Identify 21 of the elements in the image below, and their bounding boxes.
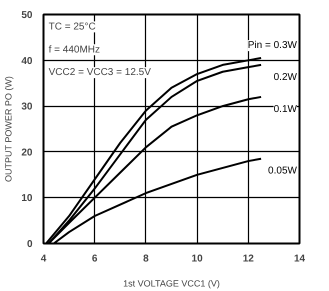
x-tick-label: 4 bbox=[40, 254, 47, 264]
y-tick-label: 10 bbox=[21, 193, 33, 204]
y-tick-label: 50 bbox=[21, 10, 33, 21]
annotation: f = 440MHz bbox=[48, 44, 100, 56]
y-axis-title: OUTPUT POWER PO (W) bbox=[3, 76, 14, 182]
series-label: Pin = 0.3W bbox=[248, 40, 298, 52]
y-tick-label: 0 bbox=[26, 239, 33, 250]
x-tick-label: 10 bbox=[192, 254, 204, 264]
series-label: 0.1W bbox=[274, 104, 298, 115]
x-tick-label: 14 bbox=[294, 254, 306, 264]
y-tick-label: 30 bbox=[21, 102, 33, 113]
y-tick-label: 20 bbox=[21, 147, 33, 158]
x-tick-label: 8 bbox=[143, 254, 150, 264]
x-axis-title: 1st VOLTAGE VCC1 (V) bbox=[123, 278, 220, 288]
annotation: VCC2 = VCC3 = 12.5V bbox=[48, 67, 152, 78]
x-tick-label: 6 bbox=[92, 254, 98, 264]
x-tick-label: 12 bbox=[242, 254, 254, 264]
series-label: 0.2W bbox=[274, 72, 298, 83]
series-label: 0.05W bbox=[268, 166, 298, 177]
annotation: TC = 25°C bbox=[48, 21, 96, 32]
y-tick-label: 40 bbox=[21, 56, 33, 67]
